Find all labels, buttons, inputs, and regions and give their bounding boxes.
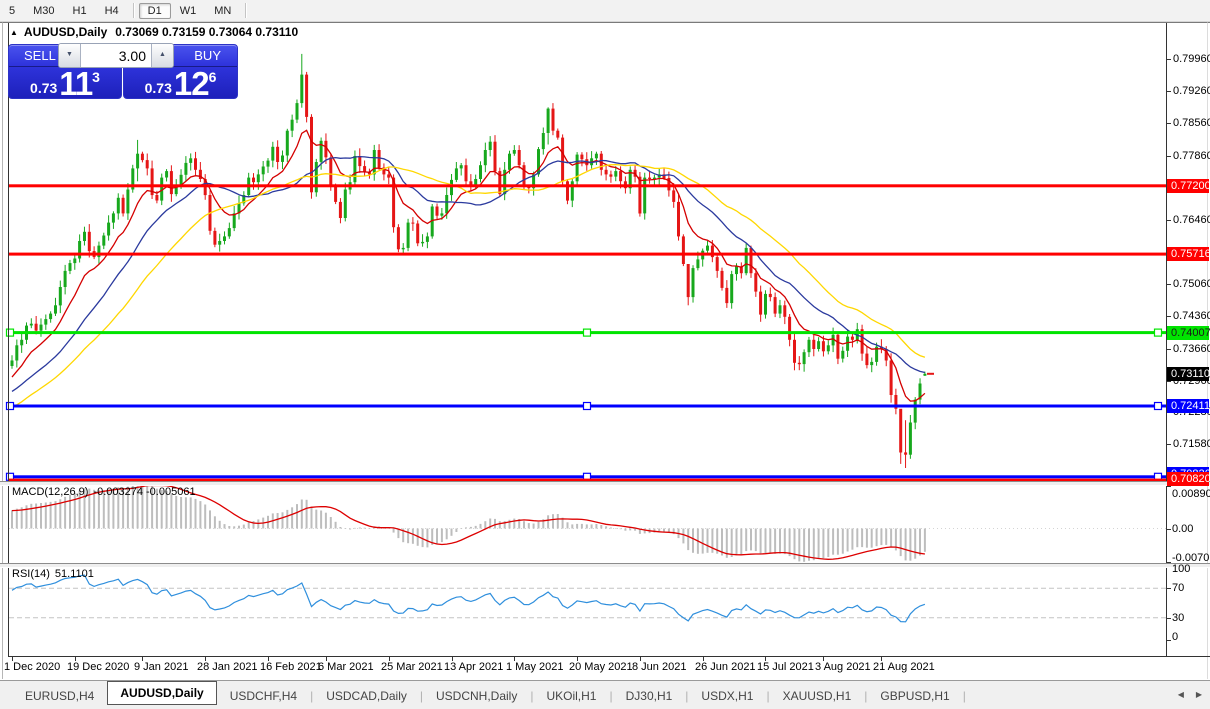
macd-title: MACD(12,26,9) -0.003274 -0.005061 — [12, 486, 196, 498]
macd-splitter[interactable] — [0, 481, 1210, 486]
tab-UKOil-H1[interactable]: UKOil,H1 — [546, 688, 597, 703]
tab-separator: | — [609, 688, 613, 703]
tab-separator: | — [864, 688, 868, 703]
volume-control: ▼ ▲ — [58, 43, 174, 68]
period-button-H1[interactable]: H1 — [72, 4, 87, 17]
buy-price-big: 12 — [173, 65, 210, 102]
period-button-MN[interactable]: MN — [214, 4, 232, 17]
tab-separator: | — [766, 688, 770, 703]
buy-price-sup: 6 — [208, 69, 217, 85]
tab-DJ30-H1[interactable]: DJ30,H1 — [625, 688, 673, 703]
macd-label: MACD(12,26,9) — [12, 486, 89, 498]
rsi-value: 51.1101 — [54, 568, 94, 580]
tab-XAUUSD-H1[interactable]: XAUUSD,H1 — [782, 688, 852, 703]
volume-increase-button[interactable]: ▲ — [151, 44, 173, 67]
sell-price: 0.73 11 3 — [9, 65, 121, 102]
hline-0.7082[interactable] — [9, 478, 1166, 482]
buy-price-prefix: 0.73 — [144, 80, 172, 96]
symbol-tabs: EURUSD,H4 AUDUSD,Daily USDCHF,H4 | USDCAD,Da… — [0, 681, 966, 707]
tab-separator: | — [419, 688, 423, 703]
tab-USDX-H1[interactable]: USDX,H1 — [701, 688, 754, 703]
last-price-marker — [927, 372, 934, 375]
period-button-5[interactable]: 5 — [9, 4, 16, 17]
ma-slow — [11, 163, 926, 409]
chevron-up-icon: ▲ — [159, 51, 166, 58]
toolbar-separator — [245, 3, 247, 18]
tab-scroll-arrows: ◀ ▶ — [1178, 690, 1202, 699]
period-button-M30[interactable]: M30 — [33, 4, 55, 17]
tabs-scroll-left-icon[interactable]: ◀ — [1177, 690, 1184, 699]
symbol-tab-bar: EURUSD,H4 AUDUSD,Daily USDCHF,H4 | USDCAD,Da… — [0, 680, 1210, 709]
buy-price: 0.73 12 6 — [124, 65, 237, 102]
tab-USDCAD-Daily[interactable]: USDCAD,Daily — [326, 688, 407, 703]
tab-separator: | — [530, 688, 534, 703]
hline-0.75716[interactable] — [9, 252, 1166, 256]
line-handle[interactable] — [5, 328, 15, 337]
tab-separator: | — [962, 688, 966, 703]
chart-title: ▲ AUDUSD,Daily 0.73069 0.73159 0.73064 0.7… — [10, 25, 298, 39]
rsi-title: RSI(14) 51.1101 — [12, 568, 94, 580]
buy-button-row: BUY — [124, 45, 237, 67]
sell-button[interactable]: SELL — [24, 48, 56, 63]
period-button-H4[interactable]: H4 — [104, 4, 119, 17]
rsi-line — [11, 574, 926, 623]
tab-USDCHF-H4[interactable]: USDCHF,H4 — [229, 688, 298, 703]
tab-GBPUSD-H1[interactable]: GBPUSD,H1 — [880, 688, 950, 703]
tab-EURUSD-H4[interactable]: EURUSD,H4 — [25, 688, 95, 703]
period-button-D1[interactable]: D1 — [138, 2, 171, 19]
buy-button[interactable]: BUY — [194, 48, 221, 63]
rsi-splitter[interactable] — [0, 563, 1210, 568]
one-click-collapse-icon[interactable]: ▲ — [10, 28, 18, 37]
one-click-trading-panel: SELL 0.73 11 3 BUY 0.73 12 6 ▼ — [8, 43, 238, 102]
chevron-down-icon: ▼ — [66, 51, 73, 58]
line-handle[interactable] — [582, 328, 592, 337]
line-handle[interactable] — [1153, 401, 1163, 411]
chart-symbol-label: AUDUSD,Daily — [23, 25, 108, 39]
volume-decrease-button[interactable]: ▼ — [59, 44, 81, 67]
sell-price-prefix: 0.73 — [30, 80, 58, 96]
tab-AUDUSD-Daily[interactable]: AUDUSD,Daily — [107, 681, 217, 705]
line-handle[interactable] — [1153, 328, 1163, 337]
macd-values: -0.003274 -0.005061 — [93, 486, 196, 498]
volume-input[interactable] — [81, 44, 151, 67]
ma-fast — [11, 129, 926, 402]
tab-separator: | — [685, 688, 689, 703]
sell-price-sup: 3 — [92, 69, 100, 85]
line-handle[interactable] — [5, 401, 15, 411]
tab-USDCNH-Daily[interactable]: USDCNH,Daily — [436, 688, 518, 703]
tabs-scroll-right-icon[interactable]: ▶ — [1195, 690, 1202, 699]
toolbar-separator — [132, 3, 134, 18]
hline-0.772[interactable] — [9, 184, 1166, 188]
rsi-label: RSI(14) — [12, 568, 50, 580]
tab-separator: | — [310, 688, 314, 703]
sell-price-big: 11 — [59, 65, 93, 102]
ma-medium — [11, 155, 926, 392]
line-handle[interactable] — [582, 401, 592, 411]
chart-ohlc-values: 0.73069 0.73159 0.73064 0.73110 — [115, 25, 299, 39]
period-toolbar: 5 M30 H1 H4 D1 W1 MN — [0, 0, 1210, 22]
period-button-W1[interactable]: W1 — [179, 4, 197, 17]
candles — [10, 53, 927, 468]
